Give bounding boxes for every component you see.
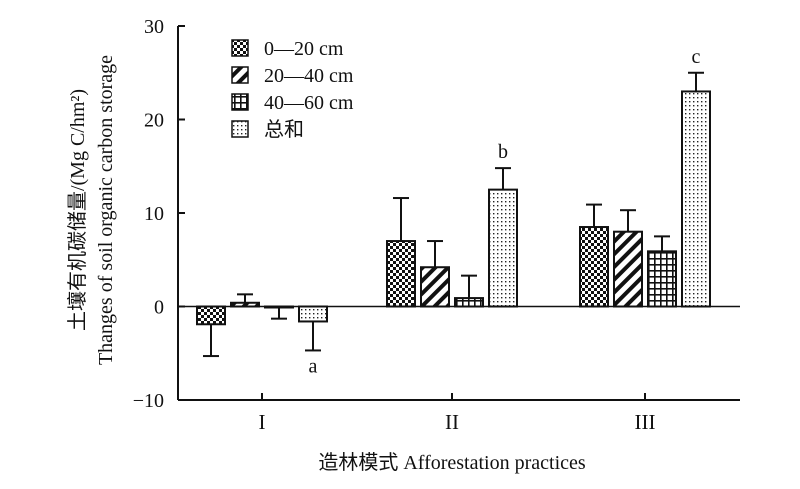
legend: 0—20 cm 20—40 cm 40—60 cm 总和 [231,38,354,141]
bar [298,305,328,323]
bar [613,230,643,308]
x-axis-label: 造林模式 Afforestation practices [318,451,586,474]
y-axis-label-cn: 土壤有机碳储量/(Mg C/hm²) [66,89,89,331]
significance-label: a [309,355,318,377]
bar [488,188,518,308]
significance-label: b [498,141,508,163]
legend-label: 20—40 cm [264,65,354,87]
legend-label: 40—60 cm [264,92,354,114]
legend-swatch [231,66,249,84]
legend-label: 总和 [264,118,304,141]
bar [579,226,609,308]
y-tick-label: 0 [154,297,164,319]
bar [420,266,450,308]
bar [454,297,484,308]
bar [264,305,294,309]
y-tick-label: −10 [133,390,164,412]
bar [230,301,260,308]
x-tick-label: II [445,410,459,434]
bar [196,305,226,326]
legend-swatch [231,93,249,111]
y-tick-label: 20 [144,110,164,132]
y-axis-label-en: Thanges of soil organic carbon storage [95,55,117,365]
legend-swatch [231,39,249,57]
bar [647,250,677,308]
significance-label: c [692,46,701,68]
plot-area: −10 0 10 20 30 Ia II b III c [133,16,740,434]
bar [386,240,416,308]
legend-swatch [231,120,249,138]
legend-label: 0—20 cm [264,38,344,60]
y-tick-label: 10 [144,203,164,225]
x-tick-label: III [635,410,656,434]
y-tick-label: 30 [144,16,164,38]
x-tick-label: I [259,410,266,434]
bar [681,90,711,308]
